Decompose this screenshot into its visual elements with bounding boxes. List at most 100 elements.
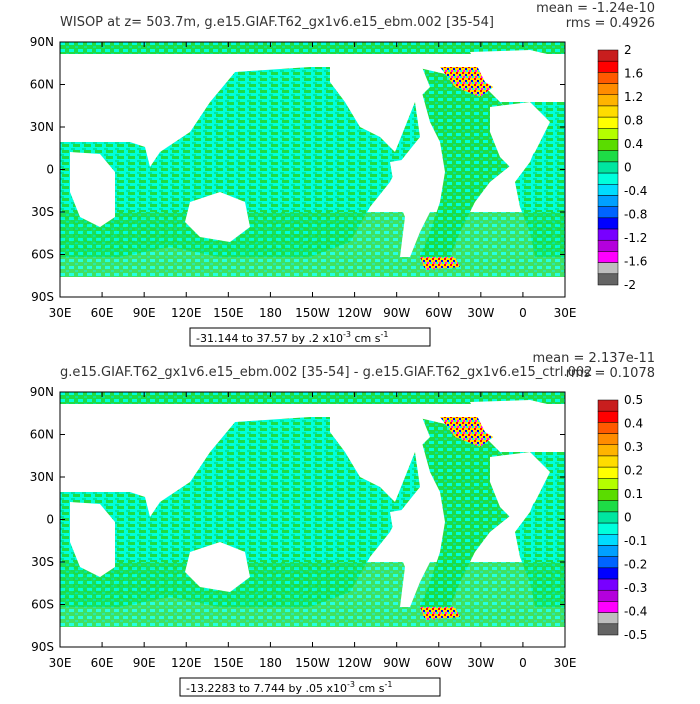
colorbar-label: -0.2: [624, 558, 647, 572]
colorbar-label: -0.1: [624, 534, 647, 548]
x-tick-label: 120E: [171, 306, 202, 320]
colorbar-swatch: [597, 49, 619, 62]
colorbar-label: 0.2: [624, 464, 643, 478]
colorbar-label: 0.3: [624, 440, 643, 454]
colorbar-swatch: [597, 612, 619, 625]
x-tick-label: 30E: [49, 656, 72, 670]
rms-label: rms = 0.1078: [566, 366, 655, 381]
rms-label: rms = 0.4926: [566, 16, 655, 31]
colorbar-label: 2: [624, 43, 632, 57]
colorbar-swatch: [597, 522, 619, 535]
x-tick-label: 150E: [213, 656, 244, 670]
colorbar-swatch: [597, 601, 619, 613]
colorbar-swatch: [597, 444, 619, 457]
map-field: [60, 42, 565, 297]
y-tick-label: 30S: [31, 555, 54, 569]
range-label: -13.2283 to 7.744 by .05 x10-3 cm s-1: [186, 680, 392, 695]
colorbar-swatch: [597, 262, 619, 275]
panel-title: g.e15.GIAF.T62_gx1v6.e15_ebm.002 [35-54]…: [60, 365, 592, 380]
colorbar-label: 1.2: [624, 90, 643, 104]
y-tick-label: 90N: [30, 385, 54, 399]
colorbar-swatch: [597, 60, 619, 73]
colorbar-swatch: [597, 399, 619, 412]
colorbar-swatch: [597, 195, 619, 207]
panel-title: WISOP at z= 503.7m, g.e15.GIAF.T62_gx1v6…: [60, 15, 494, 30]
colorbar-swatch: [597, 116, 619, 129]
colorbar-swatch: [597, 556, 619, 569]
colorbar-swatch: [597, 567, 619, 580]
y-tick-label: 90S: [31, 290, 54, 304]
colorbar-label: -0.3: [624, 581, 647, 595]
y-tick-label: 60S: [31, 248, 54, 262]
mean-label: mean = 2.137e-11: [533, 351, 655, 366]
colorbar-label: 0.1: [624, 487, 643, 501]
colorbar-swatch: [597, 228, 619, 241]
x-tick-label: 60W: [425, 306, 452, 320]
colorbar-swatch: [597, 534, 619, 546]
colorbar-label: -1.6: [624, 255, 647, 269]
map-panel-2: g.e15.GIAF.T62_gx1v6.e15_ebm.002 [35-54]…: [30, 351, 655, 697]
colorbar-swatch: [597, 94, 619, 107]
x-tick-label: 90E: [133, 306, 156, 320]
x-tick-label: 30E: [49, 306, 72, 320]
colorbar-label: 0.5: [624, 393, 643, 407]
colorbar-label: -0.8: [624, 208, 647, 222]
x-tick-label: 60E: [91, 306, 114, 320]
colorbar-swatch: [597, 478, 619, 490]
x-tick-label: 180: [259, 306, 282, 320]
x-tick-label: 60W: [425, 656, 452, 670]
x-tick-label: 150W: [295, 656, 330, 670]
x-tick-label: 120W: [337, 656, 372, 670]
colorbar-swatch: [597, 72, 619, 84]
colorbar-swatch: [597, 489, 619, 501]
range-text: -13.2283 to 7.744 by .05 x10: [186, 682, 347, 695]
colorbar-label: -0.4: [624, 605, 647, 619]
y-tick-label: 60N: [30, 78, 54, 92]
x-tick-label: 120W: [337, 306, 372, 320]
range-unit-exp: -1: [384, 680, 392, 689]
range-unit-exp: -1: [380, 330, 388, 339]
colorbar-swatch: [597, 545, 619, 557]
colorbar-label: -1.2: [624, 231, 647, 245]
x-tick-label: 180: [259, 656, 282, 670]
colorbar-swatch: [597, 410, 619, 423]
y-tick-label: 30N: [30, 120, 54, 134]
mean-label: mean = -1.24e-10: [536, 1, 655, 16]
x-tick-label: 0: [519, 306, 527, 320]
x-tick-label: 30W: [467, 306, 494, 320]
x-tick-label: 60E: [91, 656, 114, 670]
colorbar-swatch: [597, 150, 619, 163]
colorbar-label: -0.5: [624, 628, 647, 642]
range-box: [179, 677, 441, 697]
range-unit: cm s: [355, 682, 385, 695]
x-tick-label: 90W: [383, 656, 410, 670]
x-tick-label: 90W: [383, 306, 410, 320]
map-panel-1: WISOP at z= 503.7m, g.e15.GIAF.T62_gx1v6…: [30, 1, 655, 347]
x-tick-label: 30E: [554, 306, 577, 320]
x-tick-label: 150E: [213, 306, 244, 320]
colorbar-swatch: [597, 184, 619, 196]
colorbar-label: 0: [624, 511, 632, 525]
y-tick-label: 30S: [31, 205, 54, 219]
colorbar-swatch: [597, 273, 619, 286]
x-tick-label: 30E: [554, 656, 577, 670]
y-tick-label: 0: [46, 163, 54, 177]
colorbar-swatch: [597, 206, 619, 219]
x-tick-label: 120E: [171, 656, 202, 670]
x-tick-label: 30W: [467, 656, 494, 670]
colorbar-swatch: [597, 623, 619, 636]
colorbar-swatch: [597, 500, 619, 513]
range-unit: cm s: [351, 332, 381, 345]
range-label: -31.144 to 37.57 by .2 x10-3 cm s-1: [196, 330, 388, 345]
colorbar-label: 0.4: [624, 137, 643, 151]
y-tick-label: 60N: [30, 428, 54, 442]
y-tick-label: 90N: [30, 35, 54, 49]
colorbar-swatch: [597, 433, 619, 446]
colorbar-swatch: [597, 239, 619, 252]
colorbar-swatch: [597, 466, 619, 479]
range-exp: -3: [343, 330, 351, 339]
colorbar-label: 0.8: [624, 114, 643, 128]
colorbar-swatch: [597, 511, 619, 524]
colorbar-swatch: [597, 139, 619, 151]
